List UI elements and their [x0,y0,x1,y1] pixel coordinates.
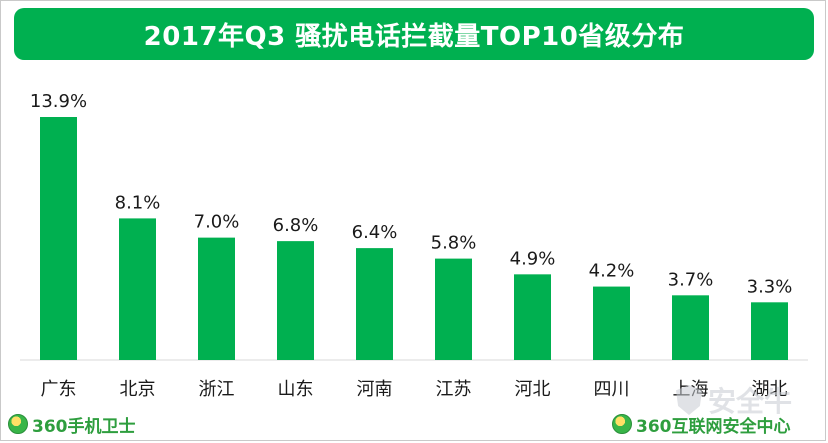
brand-right-text: 360互联网安全中心 [636,416,791,437]
category-label: 河北 [515,379,551,400]
bar-广东 [40,117,77,360]
brand-360-mobile-guard: 360手机卫士 [8,412,136,437]
category-label: 江苏 [436,379,472,400]
value-label: 3.3% [747,276,793,297]
watermark-text: 安全牛 [708,385,793,418]
category-labels-group: 广东北京浙江山东河南江苏河北四川上海湖北 [41,379,788,400]
bar-河南 [356,248,393,360]
bar-河北 [514,274,551,360]
category-label: 河南 [357,379,393,400]
category-label: 北京 [120,379,156,400]
category-label: 四川 [594,379,630,400]
value-label: 4.2% [589,261,635,282]
bar-江苏 [435,258,472,360]
brand-360-security-center: 360互联网安全中心 [612,412,791,437]
value-label: 3.7% [668,269,714,290]
value-label: 4.9% [510,248,556,269]
category-label: 浙江 [199,379,235,400]
value-label: 8.1% [115,192,161,213]
brand-left-text: 360手机卫士 [32,416,136,437]
chart-title: 2017年Q3 骚扰电话拦截量TOP10省级分布 [143,21,685,52]
bars-group [40,117,788,360]
chart-title-bar: 2017年Q3 骚扰电话拦截量TOP10省级分布 [14,8,814,60]
bar-北京 [119,218,156,360]
bar-山东 [277,241,314,360]
category-label: 广东 [41,379,77,400]
value-label: 6.4% [352,222,398,243]
bar-浙江 [198,237,235,360]
value-label: 13.9% [30,91,87,112]
360-logo-icon [612,414,632,434]
shield-icon [676,385,702,415]
watermark: 安全牛 [676,380,792,420]
value-label: 7.0% [194,212,240,233]
category-label: 湖北 [752,379,788,400]
value-labels-group: 13.9% 8.1% 7.0% 6.8% 6.4% 5.8% 4.9% 4.2% 3.7% 3.3… [30,91,792,297]
value-label: 5.8% [431,233,477,254]
bar-四川 [593,286,630,360]
category-label: 山东 [278,379,314,400]
value-label: 6.8% [273,215,319,236]
bar-湖北 [751,302,788,360]
bar-上海 [672,295,709,360]
360-logo-icon [8,414,28,434]
